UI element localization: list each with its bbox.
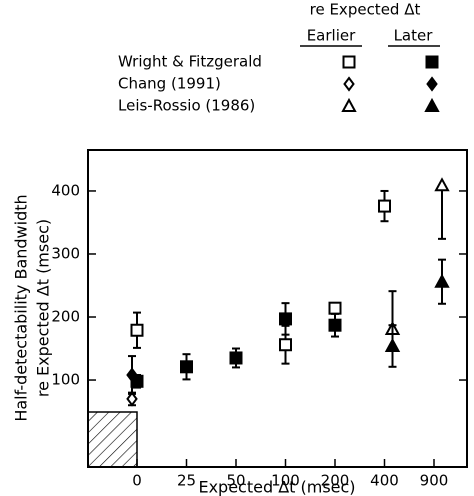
marker — [343, 76, 355, 92]
marker — [229, 351, 243, 365]
y-tick-label: 200 — [51, 308, 80, 326]
legend-column: Earlier — [307, 27, 356, 45]
legend-column: Later — [394, 27, 434, 45]
legend-title: re Expected Δt — [310, 1, 421, 19]
marker — [434, 177, 450, 192]
marker — [126, 367, 138, 383]
hatched-region — [87, 411, 138, 468]
y-axis-label: Half-detectability Bandwidth — [12, 194, 31, 421]
legend-label: Leis-Rossio (1986) — [118, 97, 255, 115]
x-axis-label: Expected Δt (msec) — [198, 478, 355, 496]
plot-frame — [87, 149, 468, 468]
marker — [180, 360, 193, 374]
x-tick-label: 200 — [321, 472, 350, 490]
marker — [328, 301, 342, 315]
legend-label: Chang (1991) — [118, 75, 221, 93]
marker — [425, 55, 439, 69]
marker — [279, 312, 292, 326]
legend-label: Wright & Fitzgerald — [118, 53, 262, 71]
x-tick-label: 50 — [226, 472, 245, 490]
x-tick-label: 0 — [132, 472, 142, 490]
marker — [378, 199, 391, 213]
marker — [426, 76, 438, 92]
marker — [130, 323, 144, 337]
x-tick-label: 900 — [420, 472, 449, 490]
marker — [384, 337, 401, 352]
marker — [328, 318, 342, 332]
marker — [126, 391, 138, 407]
x-tick-label: 100 — [271, 472, 300, 490]
marker — [434, 273, 450, 288]
marker — [279, 338, 292, 352]
marker — [341, 97, 357, 112]
y-tick-label: 100 — [51, 371, 80, 389]
marker — [342, 55, 356, 69]
x-tick-label: 400 — [370, 472, 399, 490]
y-axis-label: re Expected Δt (msec) — [34, 219, 53, 397]
marker — [424, 97, 440, 112]
x-tick-label: 25 — [177, 472, 196, 490]
y-tick-label: 300 — [51, 244, 80, 262]
y-tick-label: 400 — [51, 181, 80, 199]
